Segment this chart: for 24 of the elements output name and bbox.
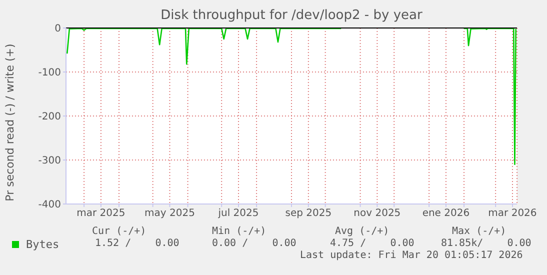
- text: Min (-/+): [212, 226, 266, 237]
- y-tick-label: -100: [38, 68, 61, 79]
- x-tick-label: may 2025: [144, 208, 195, 220]
- y-tick-label: -200: [38, 112, 61, 123]
- x-tick-label: sep 2025: [285, 208, 332, 220]
- y-tick-label: -300: [38, 156, 61, 167]
- text: 1.52 / 0.00: [95, 238, 180, 249]
- x-tick-label: mar 2026: [488, 208, 537, 220]
- y-axis-title: Pr second read (-) / write (+): [4, 42, 16, 204]
- x-tick-label: ene 2026: [422, 208, 470, 220]
- y-tick-label: 0: [54, 24, 61, 35]
- chart-title: Disk throughput for /dev/loop2 - by year: [160, 8, 424, 23]
- text: 81.85k/ 0.00: [441, 238, 532, 249]
- legend-label: Bytes: [26, 238, 60, 251]
- text: Avg (-/+): [335, 226, 390, 237]
- text: Cur (-/+): [92, 226, 146, 237]
- text: 0.00 / 0.00: [212, 238, 296, 249]
- y-tick-label: -400: [38, 200, 61, 211]
- x-tick-label: mar 2025: [76, 208, 126, 220]
- text: 4.75 / 0.00: [330, 238, 414, 249]
- text: Last update: Fri Mar 20 01:05:17 2026: [300, 250, 523, 261]
- x-tick-label: nov 2025: [354, 208, 401, 220]
- text: Max (-/+): [452, 226, 506, 237]
- x-tick-label: jul 2025: [217, 208, 259, 220]
